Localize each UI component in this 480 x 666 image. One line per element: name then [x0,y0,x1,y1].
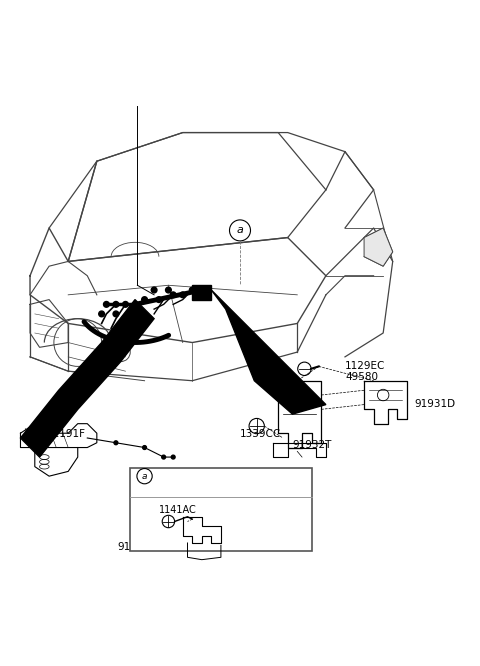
Circle shape [151,287,157,293]
Circle shape [171,455,175,459]
Text: 91932T: 91932T [292,440,332,450]
Circle shape [99,311,105,317]
Circle shape [113,311,119,317]
Circle shape [122,302,128,307]
Circle shape [170,292,176,298]
Polygon shape [192,285,211,300]
Polygon shape [364,228,393,266]
Circle shape [137,311,143,317]
Circle shape [104,302,109,307]
Text: a: a [237,225,243,235]
Text: 1129EC: 1129EC [345,361,385,371]
Circle shape [166,287,171,293]
Polygon shape [211,290,326,414]
Circle shape [180,292,186,298]
Text: 1339CC: 1339CC [240,429,281,439]
Circle shape [142,297,147,302]
Text: 49580: 49580 [345,372,378,382]
Circle shape [146,316,152,322]
Circle shape [190,287,195,293]
Polygon shape [21,300,154,457]
Bar [130,468,312,551]
Circle shape [162,455,166,459]
Circle shape [143,446,146,450]
Circle shape [199,287,204,293]
Text: 1141AC: 1141AC [159,505,197,515]
Circle shape [127,311,133,317]
Text: 91191F: 91191F [47,429,86,439]
Circle shape [113,302,119,307]
Circle shape [114,441,118,445]
Text: 91931D: 91931D [414,399,456,409]
Text: 91400D: 91400D [117,542,158,552]
Circle shape [156,297,162,302]
Text: a: a [142,472,147,481]
